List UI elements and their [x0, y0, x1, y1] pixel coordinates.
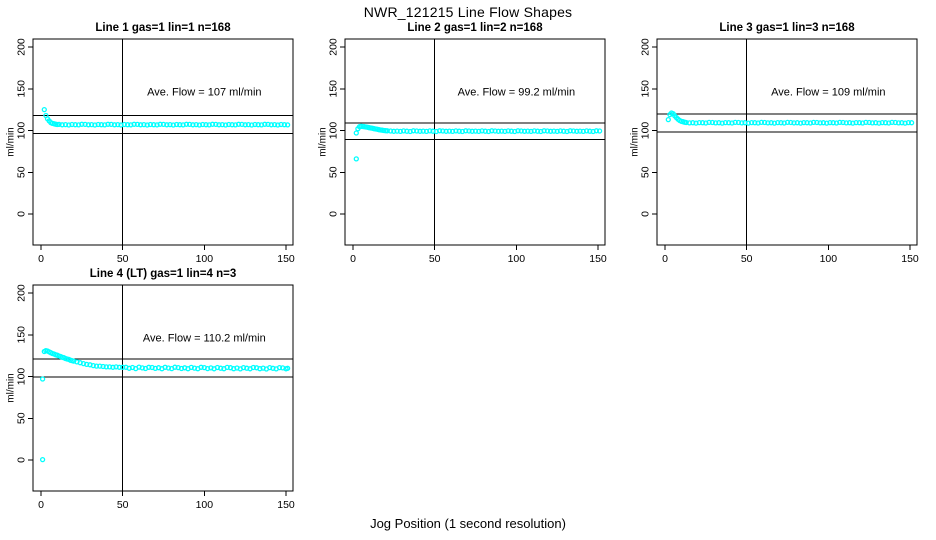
x-tick-label: 150 [277, 253, 295, 265]
y-axis-ticks: 0 50 100 150 200 [16, 284, 33, 463]
ave-flow-annotation: Ave. Flow = 107 ml/min [147, 86, 261, 98]
y-axis-ticks: 0 50 100 150 200 [328, 38, 345, 217]
y-tick-label: 100 [16, 122, 28, 140]
x-tick-label: 150 [589, 253, 607, 265]
y-tick-label: 50 [16, 412, 28, 424]
subplot-title: Line 2 gas=1 lin=2 n=168 [407, 22, 543, 34]
plot-box [32, 284, 294, 492]
subplot-1: Line 1 gas=1 lin=1 n=168 0 50 100 150 0 50 100 1… [6, 22, 295, 265]
y-tick-label: 100 [640, 122, 652, 140]
reference-hlines [657, 113, 917, 133]
x-axis-ticks: 0 50 100 150 [662, 245, 919, 265]
y-tick-label: 0 [328, 211, 340, 217]
ave-flow-annotation: Ave. Flow = 109 ml/min [771, 86, 885, 98]
y-axis-unit-label: ml/min [6, 373, 17, 402]
y-tick-label: 0 [640, 211, 652, 217]
subplot-2: Line 2 gas=1 lin=2 n=168 0 50 100 150 0 50 100 1… [318, 22, 607, 265]
y-axis-unit-label: ml/min [318, 127, 329, 156]
y-tick-label: 150 [16, 326, 28, 344]
subplot-title: Line 3 gas=1 lin=3 n=168 [719, 22, 855, 34]
x-tick-label: 50 [117, 253, 129, 265]
y-tick-label: 50 [328, 166, 340, 178]
figure-title: NWR_121215 Line Flow Shapes [363, 4, 573, 20]
plot-box [656, 38, 918, 246]
y-tick-label: 150 [16, 80, 28, 98]
x-tick-label: 50 [429, 253, 441, 265]
plot-box [32, 38, 294, 246]
y-tick-label: 100 [328, 122, 340, 140]
scatter-points [353, 123, 603, 162]
scatter-points [39, 347, 291, 463]
subplot-title: Line 4 (LT) gas=1 lin=4 n=3 [90, 268, 236, 280]
x-tick-label: 50 [117, 499, 129, 511]
y-axis-ticks: 0 50 100 150 200 [640, 38, 657, 217]
ave-flow-annotation: Ave. Flow = 110.2 ml/min [143, 332, 266, 344]
x-axis-ticks: 0 50 100 150 [38, 245, 295, 265]
x-axis-label: Jog Position (1 second resolution) [370, 516, 566, 531]
x-tick-label: 100 [508, 253, 526, 265]
y-tick-label: 150 [328, 80, 340, 98]
reference-hlines [33, 115, 293, 135]
y-tick-label: 50 [16, 166, 28, 178]
x-tick-label: 0 [662, 253, 668, 265]
x-tick-label: 0 [38, 499, 44, 511]
x-tick-label: 100 [820, 253, 838, 265]
y-axis-unit-label: ml/min [6, 127, 17, 156]
scatter-points [665, 110, 915, 126]
y-tick-label: 100 [16, 368, 28, 386]
x-tick-label: 100 [196, 499, 214, 511]
x-axis-ticks: 0 50 100 150 [38, 491, 295, 511]
x-tick-label: 150 [901, 253, 919, 265]
subplot-3: Line 3 gas=1 lin=3 n=168 0 50 100 150 0 50 100 1… [630, 22, 919, 265]
y-tick-label: 200 [640, 38, 652, 56]
plot-box [344, 38, 606, 246]
y-tick-label: 50 [640, 166, 652, 178]
y-tick-label: 200 [16, 284, 28, 302]
x-axis-ticks: 0 50 100 150 [350, 245, 607, 265]
ave-flow-annotation: Ave. Flow = 99.2 ml/min [458, 86, 575, 98]
y-axis-ticks: 0 50 100 150 200 [16, 38, 33, 217]
reference-hlines [33, 358, 293, 378]
subplot-4: Line 4 (LT) gas=1 lin=4 n=3 0 50 100 150 0 50 1… [6, 268, 295, 511]
y-tick-label: 150 [640, 80, 652, 98]
y-tick-label: 200 [328, 38, 340, 56]
x-tick-label: 0 [38, 253, 44, 265]
x-tick-label: 100 [196, 253, 214, 265]
subplot-title: Line 1 gas=1 lin=1 n=168 [95, 22, 231, 34]
y-tick-label: 0 [16, 211, 28, 217]
scatter-points [41, 106, 291, 128]
reference-hlines [345, 122, 605, 140]
x-tick-label: 0 [350, 253, 356, 265]
x-tick-label: 150 [277, 499, 295, 511]
y-tick-label: 0 [16, 457, 28, 463]
y-axis-unit-label: ml/min [630, 127, 641, 156]
x-tick-label: 50 [741, 253, 753, 265]
y-tick-label: 200 [16, 38, 28, 56]
